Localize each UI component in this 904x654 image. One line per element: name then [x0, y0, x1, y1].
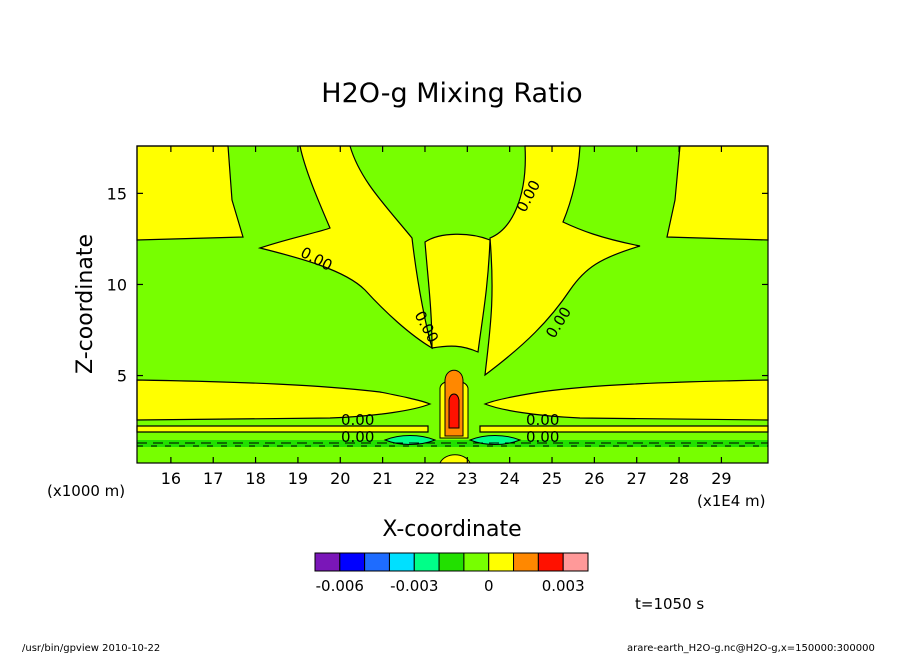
region-plume-red: [448, 393, 460, 429]
region-positive-mid-band: [136, 379, 769, 421]
contour-label: 0.00: [341, 411, 374, 429]
region-positive-left-top: [136, 145, 244, 241]
x-tick-label: 27: [627, 469, 647, 488]
x-axis-ticks: 16 17 18 19 20 21 22 23 24 25 26 27 28 29: [161, 146, 732, 488]
x-tick-label: 21: [372, 469, 392, 488]
footer-left: /usr/bin/gpview 2010-10-22: [22, 643, 160, 654]
region-negative-lens-left: [383, 435, 437, 445]
region-positive-center: [424, 233, 491, 353]
colorbar-swatch: [364, 552, 390, 572]
y-axis-ticks: 5 10 15: [107, 184, 768, 386]
x-tick-label: 20: [330, 469, 350, 488]
y-axis-unit: (x1000 m): [47, 482, 125, 500]
y-axis-title: Z-coordinate: [73, 234, 98, 374]
x-tick-label: 24: [499, 469, 519, 488]
x-tick-label: 28: [669, 469, 689, 488]
plot-area: 0.00 0.00 0.00 0.00 0.00 0.00 0.00 0.00: [136, 145, 769, 464]
colorbar-labels: -0.006 -0.003 0 0.003: [316, 577, 585, 595]
y-tick-label: 15: [107, 184, 127, 203]
contour-label: 0.00: [526, 411, 559, 429]
x-tick-label: 29: [711, 469, 731, 488]
colorbar-swatch: [488, 552, 515, 572]
colorbar-swatch: [438, 552, 465, 572]
colorbar-tick-label: 0: [484, 577, 494, 595]
colorbar-swatch: [339, 552, 366, 572]
footer-right: arare-earth_H2O-g.nc@H2O-g,x=150000:3000…: [627, 643, 875, 654]
x-axis-title: X-coordinate: [382, 517, 521, 542]
colorbar-tick-label: -0.003: [390, 577, 438, 595]
x-tick-label: 26: [584, 469, 604, 488]
colorbar-swatch: [463, 552, 490, 572]
x-tick-label: 19: [288, 469, 308, 488]
colorbar-swatch: [314, 552, 341, 572]
region-positive-right-branch: [484, 145, 641, 377]
x-tick-label: 18: [245, 469, 265, 488]
x-tick-label: 22: [415, 469, 435, 488]
colorbar-swatch: [413, 552, 440, 572]
contour-label: 0.00: [526, 428, 559, 446]
colorbar-swatch: [513, 552, 539, 572]
colorbar-tick-label: -0.006: [316, 577, 364, 595]
x-tick-label: 23: [457, 469, 477, 488]
contour-label: 0.00: [341, 428, 374, 446]
region-positive-right-top: [666, 145, 769, 241]
colorbar-swatch: [562, 552, 589, 572]
time-label: t=1050 s: [635, 595, 704, 613]
x-tick-label: 16: [161, 469, 181, 488]
plot-frame: [136, 145, 769, 464]
colorbar-swatch: [388, 552, 415, 572]
chart-title: H2O-g Mixing Ratio: [321, 78, 582, 109]
y-tick-label: 10: [107, 275, 127, 294]
colorbar: [314, 552, 589, 572]
colorbar-tick-label: 0.003: [542, 577, 585, 595]
x-axis-unit: (x1E4 m): [697, 492, 766, 510]
region-positive-left-branch: [257, 145, 433, 350]
colorbar-swatch: [537, 552, 564, 572]
region-negative-lens-right: [468, 435, 522, 445]
y-tick-label: 5: [117, 367, 127, 386]
region-negative-ground-band: [137, 440, 768, 447]
x-tick-label: 25: [542, 469, 562, 488]
x-tick-label: 17: [203, 469, 223, 488]
